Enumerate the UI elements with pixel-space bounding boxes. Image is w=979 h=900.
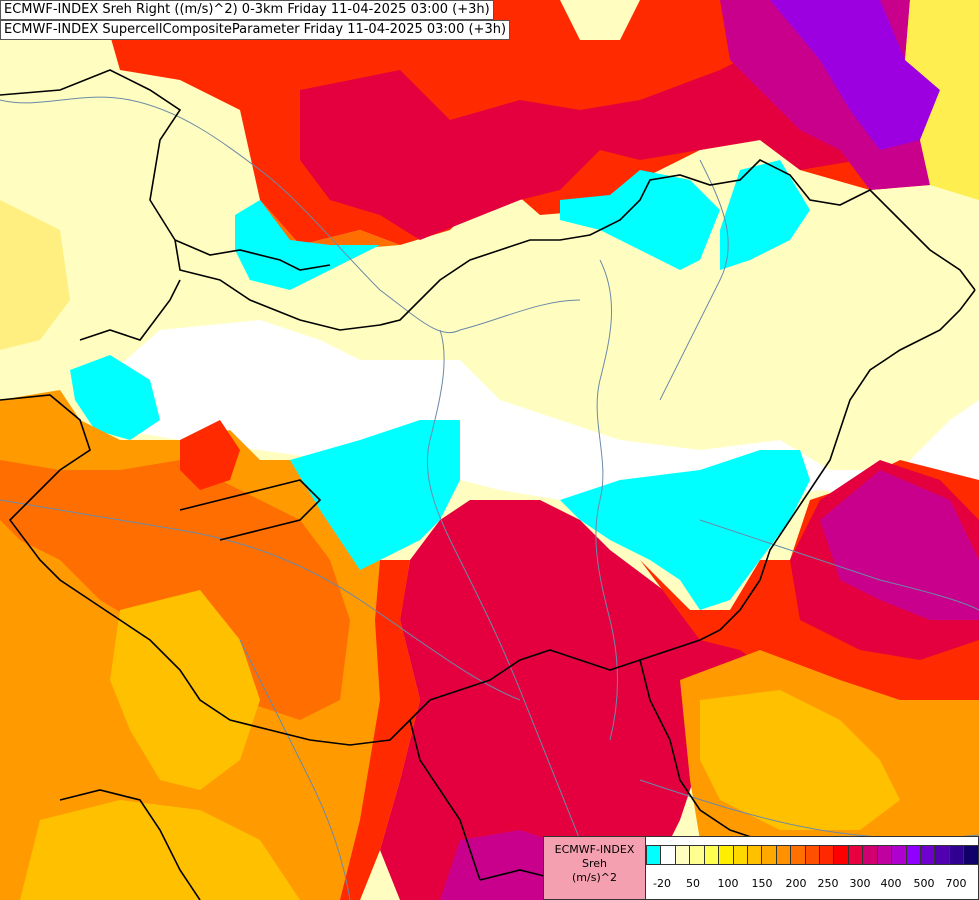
legend-unit: (m/s)^2 [572, 871, 617, 884]
cyan-area-north-2 [560, 170, 720, 270]
legend-swatch [689, 845, 705, 865]
legend-tick-label: 500 [913, 877, 935, 890]
legend-swatch [746, 845, 763, 865]
map-title-line2: ECMWF-INDEX SupercellCompositeParameter … [0, 20, 511, 40]
legend-swatch [963, 845, 979, 865]
legend-swatch [920, 845, 936, 865]
cyan-area-north-1 [235, 200, 380, 290]
legend-tick-label: 700 [945, 877, 967, 890]
purple-area-northeast [770, 0, 940, 150]
dark-orange-area-southwest [0, 460, 350, 720]
legend-tick-label: 100 [717, 877, 739, 890]
legend-swatch [934, 845, 950, 865]
cyan-area-southeast [560, 450, 810, 610]
yellow-area-southwest [110, 590, 260, 790]
cyan-area-central [290, 420, 460, 570]
river-8 [239, 639, 351, 900]
legend-ticks: -20 50 100 150 200 250 300 400 500 700 [646, 877, 978, 893]
legend-swatch [862, 845, 878, 865]
legend-tick-label: 200 [785, 877, 807, 890]
legend-variable: Sreh [581, 857, 607, 870]
yellow-area-south [20, 800, 300, 900]
legend-tick-label: 150 [751, 877, 773, 890]
legend-tick-label: 50 [686, 877, 700, 890]
legend-swatch [833, 845, 849, 865]
legend-swatch [775, 845, 792, 865]
cyan-area-west [70, 355, 160, 440]
border-inner-1 [174, 239, 331, 271]
legend-swatch [790, 845, 806, 865]
legend-swatch [703, 845, 720, 865]
color-legend: ECMWF-INDEX Sreh (m/s)^2 -20 50 100 150 200 2… [543, 836, 979, 900]
border-east [409, 289, 976, 881]
legend-tick-label: 300 [849, 877, 871, 890]
legend-swatch [819, 845, 835, 865]
legend-swatch [718, 845, 734, 865]
legend-swatch [660, 845, 676, 865]
legend-swatch [891, 845, 907, 865]
river-6 [699, 519, 979, 611]
map-title-line1: ECMWF-INDEX Sreh Right ((m/s)^2) 0-3km F… [0, 0, 494, 20]
border-inner-5 [59, 789, 201, 900]
river-3 [595, 259, 618, 741]
legend-swatch [876, 845, 893, 865]
red-area-west [180, 420, 240, 490]
legend-tick-label: -20 [653, 877, 671, 890]
legend-label: ECMWF-INDEX Sreh (m/s)^2 [544, 837, 646, 899]
legend-swatch [948, 845, 965, 865]
yellow-area-northeast [905, 0, 979, 200]
legend-model: ECMWF-INDEX [554, 843, 635, 856]
crimson-area-north [300, 40, 880, 240]
red-edge-south [340, 560, 420, 900]
legend-tick-label: 400 [880, 877, 902, 890]
yellow-area-southeast [700, 690, 900, 830]
river-1 [0, 96, 581, 334]
legend-swatch [761, 845, 777, 865]
border-north [0, 69, 976, 331]
country-borders [0, 69, 976, 900]
legend-swatches [646, 845, 979, 867]
legend-swatch [646, 845, 662, 865]
legend-swatch [847, 845, 864, 865]
legend-swatch [905, 845, 922, 865]
legend-tick-label: 250 [817, 877, 839, 890]
legend-swatch [804, 845, 821, 865]
crimson-area-south [380, 500, 790, 900]
legend-swatch [674, 845, 691, 865]
magenta-area-southeast [820, 470, 979, 620]
cyan-area-north-3 [720, 160, 810, 270]
yellow-area-west [0, 200, 70, 350]
legend-swatch [732, 845, 748, 865]
river-5 [0, 499, 521, 701]
border-inner-3 [179, 479, 322, 541]
border-west [79, 279, 181, 341]
river-4 [659, 159, 729, 401]
border-west-2 [0, 394, 411, 746]
